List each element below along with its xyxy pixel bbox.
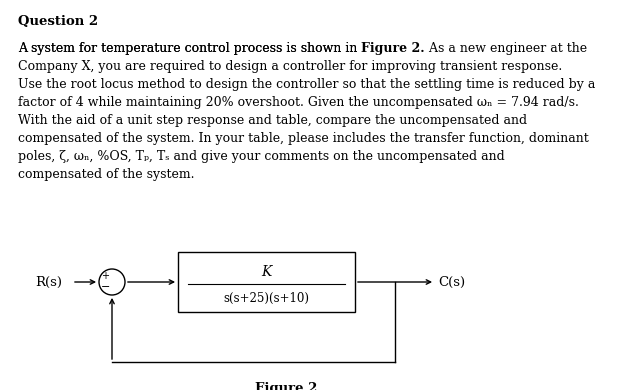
Text: −: − xyxy=(101,282,110,292)
Text: As a new engineer at the: As a new engineer at the xyxy=(425,42,587,55)
Text: C(s): C(s) xyxy=(438,275,465,289)
Text: A system for temperature control process is shown in: A system for temperature control process… xyxy=(18,42,361,55)
Text: s(s+25)(s+10): s(s+25)(s+10) xyxy=(223,291,309,305)
Text: compensated of the system.: compensated of the system. xyxy=(18,168,195,181)
Bar xyxy=(178,252,355,312)
Text: +: + xyxy=(101,271,109,281)
Text: Figure 2.: Figure 2. xyxy=(361,42,425,55)
Text: compensated of the system. In your table, please includes the transfer function,: compensated of the system. In your table… xyxy=(18,132,589,145)
Text: Company X, you are required to design a controller for improving transient respo: Company X, you are required to design a … xyxy=(18,60,562,73)
Text: A system for temperature control process is shown in: A system for temperature control process… xyxy=(18,42,361,55)
Text: factor of 4 while maintaining 20% overshoot. Given the uncompensated ωₙ = 7.94 r: factor of 4 while maintaining 20% oversh… xyxy=(18,96,579,109)
Text: Figure 2: Figure 2 xyxy=(256,382,318,390)
Text: With the aid of a unit step response and table, compare the uncompensated and: With the aid of a unit step response and… xyxy=(18,114,527,127)
Text: K: K xyxy=(261,265,272,279)
Text: poles, ζ, ωₙ, %OS, Tₚ, Tₛ and give your comments on the uncompensated and: poles, ζ, ωₙ, %OS, Tₚ, Tₛ and give your … xyxy=(18,150,505,163)
Text: Question 2: Question 2 xyxy=(18,15,98,28)
Text: Use the root locus method to design the controller so that the settling time is : Use the root locus method to design the … xyxy=(18,78,595,91)
Text: R(s): R(s) xyxy=(35,275,62,289)
